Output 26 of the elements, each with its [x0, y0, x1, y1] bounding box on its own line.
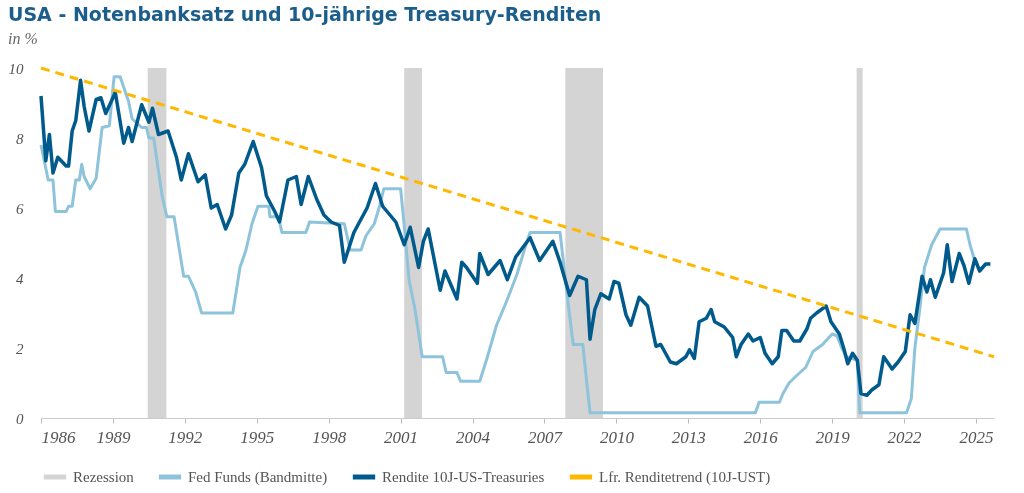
y-tick-label: 4: [16, 270, 24, 287]
legend-label: Rendite 10J-US-Treasuries: [382, 469, 545, 485]
y-tick-label: 6: [16, 200, 24, 217]
x-tick-label: 2019: [815, 427, 851, 447]
x-tick-label: 1998: [312, 427, 347, 447]
legend-label: Rezession: [73, 469, 135, 485]
x-tick-label: 1986: [41, 427, 76, 447]
y-tick-label: 0: [16, 410, 24, 427]
x-tick-label: 1995: [240, 427, 275, 447]
legend-label: Lfr. Renditetrend (10J-UST): [599, 469, 771, 486]
x-tick-label: 2001: [384, 427, 419, 447]
x-tick-label: 2007: [527, 427, 564, 447]
x-tick-label: 2025: [959, 427, 994, 447]
x-tick-label: 1992: [168, 427, 203, 447]
y-tick-label: 2: [16, 340, 24, 357]
x-tick-label: 1989: [96, 427, 131, 447]
y-tick-label: 10: [8, 60, 24, 77]
x-tick-label: 2016: [743, 427, 779, 447]
x-tick-label: 2022: [887, 427, 923, 447]
x-tick-label: 2013: [671, 427, 706, 447]
chart-title: USA - Notenbanksatz und 10-jährige Treasury-Renditen: [8, 3, 602, 25]
y-tick-label: 8: [16, 130, 24, 147]
x-tick-label: 2004: [456, 427, 491, 447]
x-tick-label: 2010: [599, 427, 635, 447]
chart-subtitle: in %: [8, 30, 38, 47]
legend-label: Fed Funds (Bandmitte): [188, 469, 328, 486]
